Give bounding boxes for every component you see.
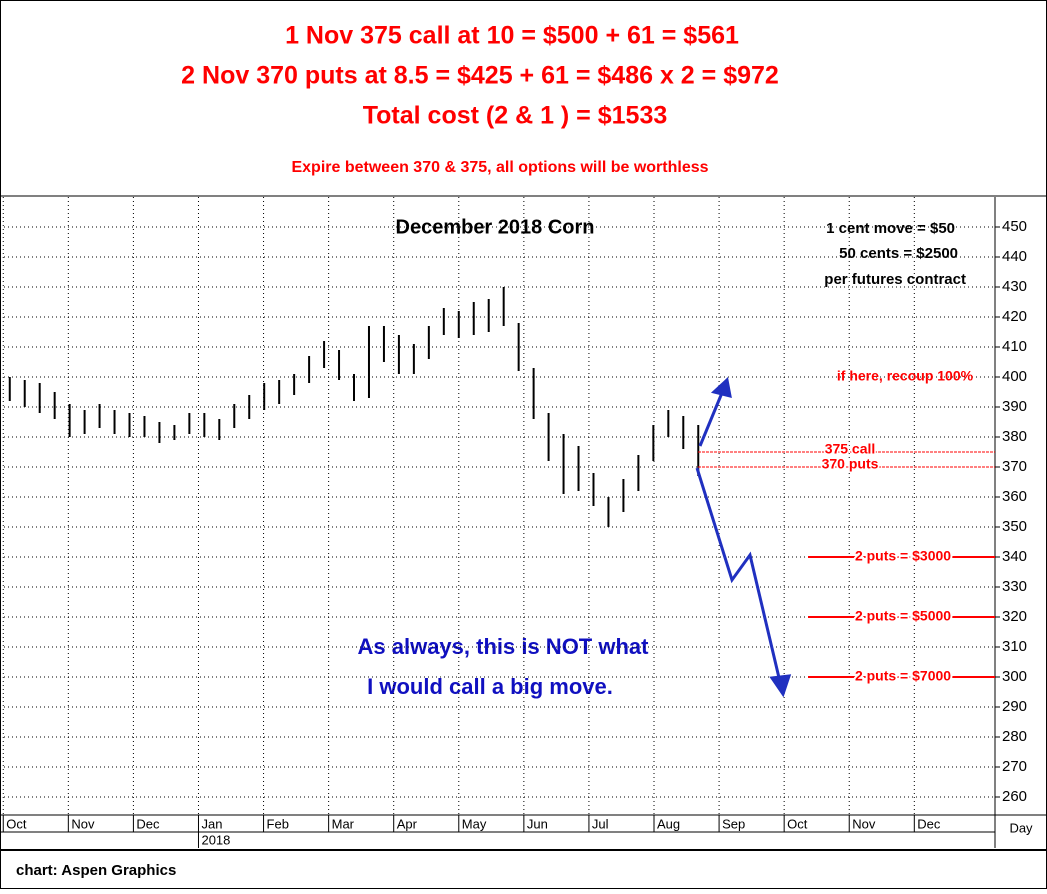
y-tick-label: 290 <box>1002 698 1027 715</box>
x-unit-label: Day <box>1009 820 1033 835</box>
arrowhead <box>710 377 732 399</box>
arrow-down <box>695 467 782 683</box>
y-tick-label: 430 <box>1002 278 1027 295</box>
header-line: 2 Nov 370 puts at 8.5 = $425 + 61 = $486… <box>181 62 779 90</box>
y-tick-label: 350 <box>1002 518 1027 535</box>
y-tick-label: 270 <box>1002 758 1027 775</box>
x-tick-label: Nov <box>852 816 876 831</box>
subheader: Expire between 370 & 375, all options wi… <box>291 159 708 176</box>
y-tick-label: 360 <box>1002 488 1027 505</box>
note: As always, this is NOT what <box>358 634 650 659</box>
y-tick-label: 310 <box>1002 638 1027 655</box>
y-tick-label: 330 <box>1002 578 1027 595</box>
y-tick-label: 320 <box>1002 608 1027 625</box>
target-label: 2 puts = $7000 <box>855 668 951 684</box>
x-tick-label: Nov <box>71 816 95 831</box>
y-tick-label: 420 <box>1002 308 1027 325</box>
recoup-label: if here, recoup 100% <box>837 368 974 384</box>
y-tick-label: 280 <box>1002 728 1027 745</box>
note: I would call a big move. <box>367 674 613 699</box>
info-text: 1 cent move = $50 <box>826 220 955 237</box>
y-tick-label: 410 <box>1002 338 1027 355</box>
x-tick-label: Feb <box>267 816 289 831</box>
target-label: 2 puts = $3000 <box>855 548 951 564</box>
x-tick-label: Oct <box>6 816 27 831</box>
header-line: 1 Nov 375 call at 10 = $500 + 61 = $561 <box>285 22 739 50</box>
arrows <box>695 377 792 698</box>
x-tick-label: Aug <box>657 816 680 831</box>
x-tick-label: Dec <box>136 816 160 831</box>
x-tick-label: Jun <box>527 816 548 831</box>
x-tick-label: Oct <box>787 816 808 831</box>
target-label: 2 puts = $5000 <box>855 608 951 624</box>
y-tick-label: 440 <box>1002 248 1027 265</box>
x-tick-label: Apr <box>397 816 418 831</box>
y-tick-label: 300 <box>1002 668 1027 685</box>
y-tick-label: 370 <box>1002 458 1027 475</box>
x-tick-label: Mar <box>332 816 355 831</box>
level-label: 375 call <box>825 441 876 457</box>
x-tick-label: Jul <box>592 816 609 831</box>
x-tick-label: Dec <box>917 816 941 831</box>
info-text: per futures contract <box>824 271 966 288</box>
x-tick-label: Jan <box>201 816 222 831</box>
y-tick-label: 450 <box>1002 218 1027 235</box>
y-tick-label: 390 <box>1002 398 1027 415</box>
x-tick-label: May <box>462 816 487 831</box>
year-label: 2018 <box>201 832 230 847</box>
y-tick-label: 380 <box>1002 428 1027 445</box>
y-tick-label: 340 <box>1002 548 1027 565</box>
arrow-up <box>698 387 726 447</box>
header-line: Total cost (2 & 1 ) = $1533 <box>363 102 668 130</box>
source: chart: Aspen Graphics <box>16 862 176 879</box>
chart-title: December 2018 Corn <box>396 216 595 238</box>
info-text: 50 cents = $2500 <box>839 245 958 262</box>
level-label: 370 puts <box>822 456 879 472</box>
arrowhead <box>769 674 792 698</box>
y-tick-label: 400 <box>1002 368 1027 385</box>
x-tick-label: Sep <box>722 816 745 831</box>
y-tick-label: 260 <box>1002 788 1027 805</box>
